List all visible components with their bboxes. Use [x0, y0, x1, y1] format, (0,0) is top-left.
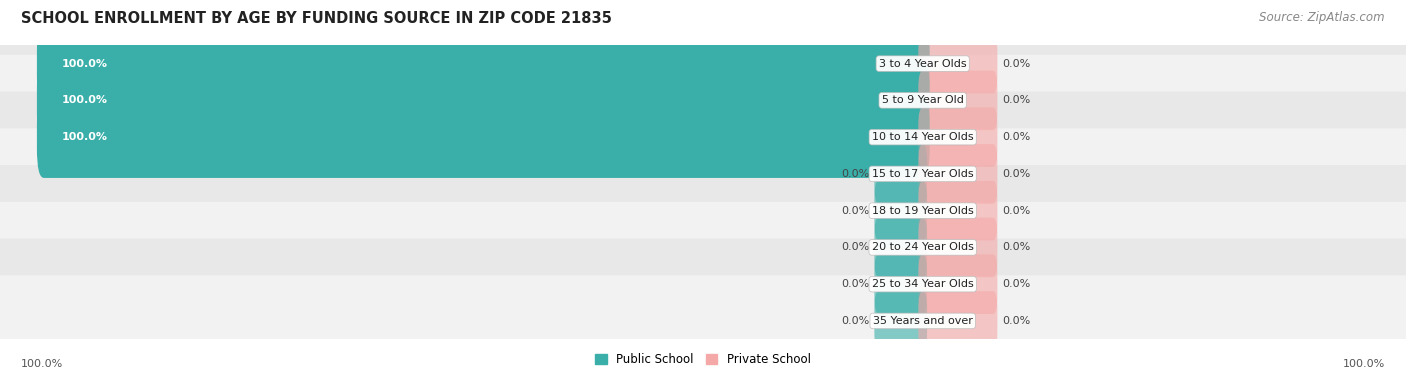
- Text: 18 to 19 Year Olds: 18 to 19 Year Olds: [872, 205, 973, 216]
- Text: 5 to 9 Year Old: 5 to 9 Year Old: [882, 95, 963, 106]
- Text: 100.0%: 100.0%: [62, 95, 107, 106]
- Text: 20 to 24 Year Olds: 20 to 24 Year Olds: [872, 242, 973, 253]
- Text: 3 to 4 Year Olds: 3 to 4 Year Olds: [879, 58, 966, 69]
- Text: 100.0%: 100.0%: [62, 58, 107, 69]
- Text: 15 to 17 Year Olds: 15 to 17 Year Olds: [872, 169, 973, 179]
- Text: SCHOOL ENROLLMENT BY AGE BY FUNDING SOURCE IN ZIP CODE 21835: SCHOOL ENROLLMENT BY AGE BY FUNDING SOUR…: [21, 11, 612, 26]
- FancyBboxPatch shape: [918, 254, 997, 314]
- Text: 0.0%: 0.0%: [1001, 132, 1031, 142]
- Text: Source: ZipAtlas.com: Source: ZipAtlas.com: [1260, 11, 1385, 24]
- FancyBboxPatch shape: [875, 144, 927, 204]
- FancyBboxPatch shape: [0, 165, 1406, 256]
- Text: 0.0%: 0.0%: [842, 316, 870, 326]
- FancyBboxPatch shape: [918, 218, 997, 277]
- FancyBboxPatch shape: [918, 181, 997, 241]
- FancyBboxPatch shape: [875, 291, 927, 351]
- Text: 0.0%: 0.0%: [842, 169, 870, 179]
- Text: 0.0%: 0.0%: [1001, 205, 1031, 216]
- FancyBboxPatch shape: [875, 181, 927, 241]
- Text: 0.0%: 0.0%: [1001, 95, 1031, 106]
- Text: 10 to 14 Year Olds: 10 to 14 Year Olds: [872, 132, 973, 142]
- Text: 0.0%: 0.0%: [1001, 279, 1031, 289]
- FancyBboxPatch shape: [0, 128, 1406, 219]
- FancyBboxPatch shape: [875, 218, 927, 277]
- FancyBboxPatch shape: [0, 275, 1406, 366]
- Text: 100.0%: 100.0%: [62, 132, 107, 142]
- FancyBboxPatch shape: [918, 291, 997, 351]
- FancyBboxPatch shape: [0, 18, 1406, 109]
- Text: 0.0%: 0.0%: [842, 205, 870, 216]
- Text: 100.0%: 100.0%: [21, 359, 63, 369]
- FancyBboxPatch shape: [0, 92, 1406, 183]
- Text: 0.0%: 0.0%: [1001, 242, 1031, 253]
- FancyBboxPatch shape: [0, 55, 1406, 146]
- Text: 100.0%: 100.0%: [1343, 359, 1385, 369]
- FancyBboxPatch shape: [37, 97, 929, 178]
- Text: 0.0%: 0.0%: [1001, 316, 1031, 326]
- Text: 0.0%: 0.0%: [1001, 169, 1031, 179]
- FancyBboxPatch shape: [918, 34, 997, 93]
- FancyBboxPatch shape: [875, 254, 927, 314]
- Text: 0.0%: 0.0%: [1001, 58, 1031, 69]
- FancyBboxPatch shape: [918, 107, 997, 167]
- Text: 35 Years and over: 35 Years and over: [873, 316, 973, 326]
- FancyBboxPatch shape: [37, 60, 929, 141]
- FancyBboxPatch shape: [0, 239, 1406, 330]
- FancyBboxPatch shape: [37, 23, 929, 104]
- Text: 0.0%: 0.0%: [842, 242, 870, 253]
- FancyBboxPatch shape: [918, 70, 997, 130]
- FancyBboxPatch shape: [918, 144, 997, 204]
- Text: 25 to 34 Year Olds: 25 to 34 Year Olds: [872, 279, 973, 289]
- Text: 0.0%: 0.0%: [842, 279, 870, 289]
- FancyBboxPatch shape: [0, 202, 1406, 293]
- Legend: Public School, Private School: Public School, Private School: [591, 349, 815, 371]
